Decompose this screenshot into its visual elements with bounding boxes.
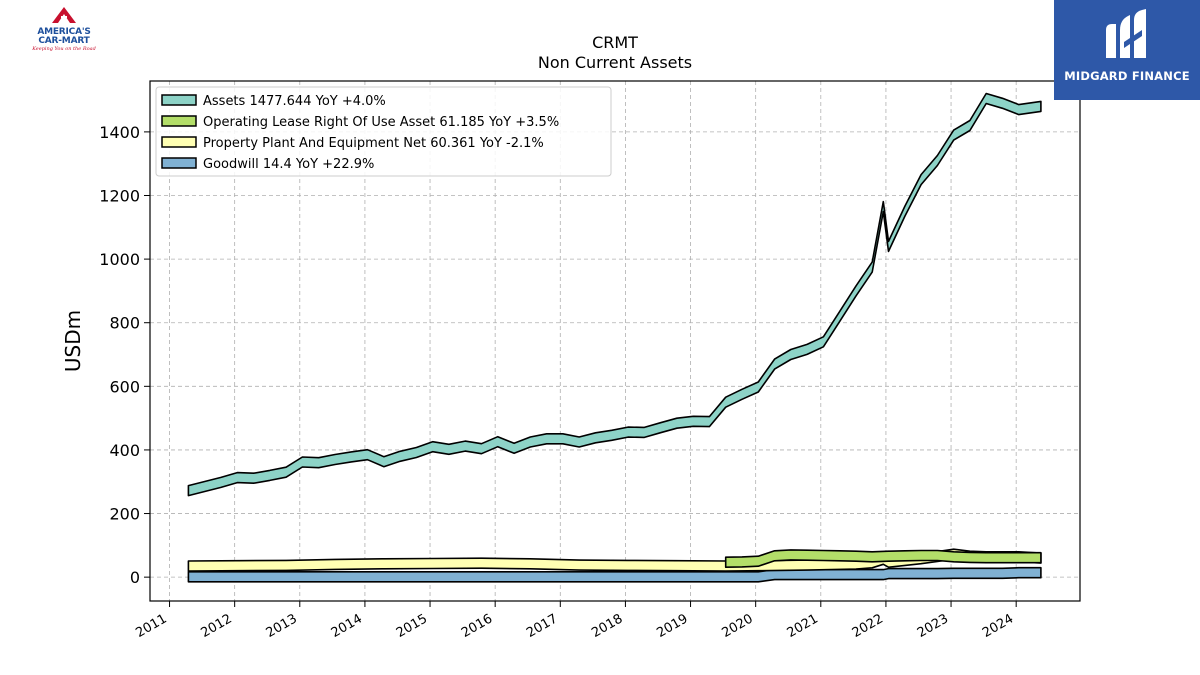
- x-axis-ticks: 2011 2012 2013 2014 2015 2016 2017 2018 2019 2020…: [133, 601, 1017, 641]
- y-tick-label: 1200: [99, 186, 140, 205]
- midgard-m-logo-icon: [1106, 9, 1146, 58]
- x-tick-label: 2011: [133, 611, 169, 641]
- car-mart-tagline: Keeping You on the Road: [32, 46, 96, 52]
- y-tick-label: 400: [109, 441, 140, 460]
- y-tick-label: 800: [109, 314, 140, 333]
- y-tick-label: 200: [109, 505, 140, 524]
- car-mart-logo-line1: AMERICA'S: [37, 27, 91, 37]
- legend-entry: Goodwill 14.4 YoY +22.9%: [203, 157, 374, 172]
- x-tick-label: 2021: [785, 611, 821, 641]
- x-tick-label: 2020: [720, 611, 756, 641]
- car-mart-logo-line2: CAR-MART: [38, 36, 90, 46]
- x-tick-label: 2024: [980, 611, 1016, 641]
- legend-swatch: [161, 157, 197, 169]
- legend: Assets 1477.644 YoY +4.0% Operating Lease…: [155, 86, 612, 177]
- car-mart-a-logo-icon: [52, 7, 76, 23]
- legend-entry: Operating Lease Right Of Use Asset 61.18…: [203, 115, 559, 130]
- series-layer: [187, 92, 1042, 583]
- chart-title: CRMT: [592, 33, 638, 52]
- car-mart-logo: AMERICA'S CAR-MART Keeping You on the Ro…: [26, 6, 102, 53]
- chart-subtitle: Non Current Assets: [538, 53, 692, 72]
- y-tick-label: 0: [130, 568, 140, 587]
- legend-swatch: [161, 115, 197, 127]
- legend-swatch: [161, 94, 197, 106]
- legend-entry: Property Plant And Equipment Net 60.361 …: [203, 136, 544, 151]
- y-tick-label: 1000: [99, 250, 140, 269]
- x-tick-label: 2017: [524, 611, 560, 641]
- x-tick-label: 2023: [915, 611, 951, 641]
- x-tick-label: 2013: [264, 611, 300, 641]
- series-band-assets: [187, 92, 1042, 497]
- x-tick-label: 2012: [199, 611, 235, 641]
- y-axis-label: USDm: [61, 310, 85, 372]
- y-tick-label: 1400: [99, 123, 140, 142]
- x-tick-label: 2016: [459, 611, 495, 641]
- y-tick-label: 600: [109, 377, 140, 396]
- series-band-goodwill: [187, 566, 1042, 583]
- legend-entry: Assets 1477.644 YoY +4.0%: [203, 94, 386, 109]
- y-axis-ticks: 0 200 400 600 800 1000 1200 1400: [99, 123, 150, 587]
- midgard-finance-name: MIDGARD FINANCE: [1064, 69, 1190, 83]
- legend-swatch: [161, 136, 197, 148]
- midgard-finance-logo: MIDGARD FINANCE: [1054, 0, 1200, 100]
- x-tick-label: 2014: [329, 611, 365, 641]
- x-tick-label: 2018: [589, 611, 625, 641]
- x-tick-label: 2022: [850, 611, 886, 641]
- series-band-operating-lease-right-of-use-asset: [724, 549, 1042, 568]
- legend-box: [155, 86, 612, 177]
- x-tick-label: 2019: [654, 611, 690, 641]
- x-tick-label: 2015: [394, 611, 430, 641]
- plot-frame: [149, 80, 1081, 602]
